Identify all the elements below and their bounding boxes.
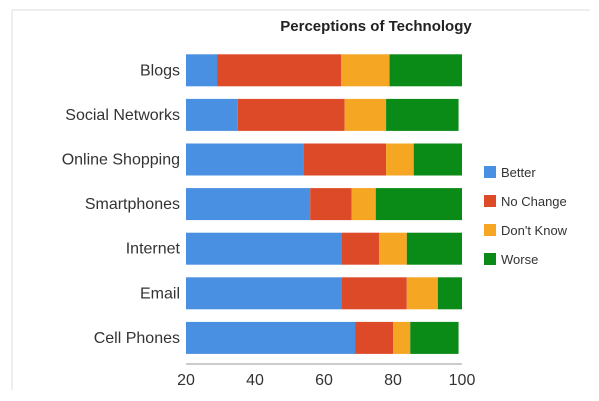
bar-online-shopping-don-t-know [386,143,414,176]
bar-email-worse [437,277,462,310]
bar-email-better [186,277,342,310]
bar-internet-don-t-know [379,232,407,265]
bar-online-shopping-better [186,143,304,176]
chart-title: Perceptions of Technology [280,18,472,35]
bar-blogs-don-t-know [341,54,390,87]
bar-social-networks-better [186,98,238,131]
legend-swatch-worse [484,253,496,265]
category-label-blogs: Blogs [140,62,180,79]
category-labels: Blogs Social Networks Online Shopping Smart… [62,62,181,347]
bar-blogs-better [186,54,218,87]
x-tick-label-100: 100 [449,372,476,389]
category-label-email: Email [140,285,180,302]
bar-blogs-no-change [217,54,342,87]
category-label-internet: Internet [126,241,181,258]
legend-swatch-don-t-know [484,224,496,236]
legend-swatch-no-change [484,195,496,207]
bar-internet-no-change [341,232,380,265]
bar-online-shopping-no-change [303,143,387,176]
x-tick-label-40: 40 [246,372,264,389]
x-tick-label-60: 60 [315,372,333,389]
x-tick-label-20: 20 [177,372,195,389]
x-tick-label-80: 80 [384,372,402,389]
bar-internet-better [186,232,342,265]
legend-swatch-better [484,166,496,178]
legend-label-worse: Worse [501,252,538,267]
bar-social-networks-don-t-know [344,98,387,131]
category-label-smartphones: Smartphones [85,196,180,213]
legend-label-no-change: No Change [501,194,567,209]
bar-social-networks-no-change [237,98,345,131]
bar-cell-phones-no-change [355,321,393,354]
bar-cell-phones-don-t-know [393,321,411,354]
bar-email-no-change [341,277,407,310]
bars-group [186,54,462,354]
category-label-cell-phones: Cell Phones [94,330,180,347]
bar-smartphones-no-change [310,188,352,221]
legend: Better No Change Don't Know Worse [484,165,568,267]
bar-smartphones-better [186,188,311,221]
bar-internet-worse [406,232,462,265]
bar-cell-phones-worse [410,321,459,354]
bar-cell-phones-better [186,321,356,354]
bar-online-shopping-worse [413,143,462,176]
category-label-social-networks: Social Networks [65,107,180,124]
bar-smartphones-worse [375,188,462,221]
bar-email-don-t-know [406,277,438,310]
bar-blogs-worse [389,54,462,87]
x-axis-ticks: 20 40 60 80 100 [177,372,475,389]
category-label-online-shopping: Online Shopping [62,152,180,169]
legend-label-don-t-know: Don't Know [501,223,568,238]
legend-label-better: Better [501,165,536,180]
bar-smartphones-don-t-know [351,188,376,221]
bar-social-networks-worse [386,98,459,131]
